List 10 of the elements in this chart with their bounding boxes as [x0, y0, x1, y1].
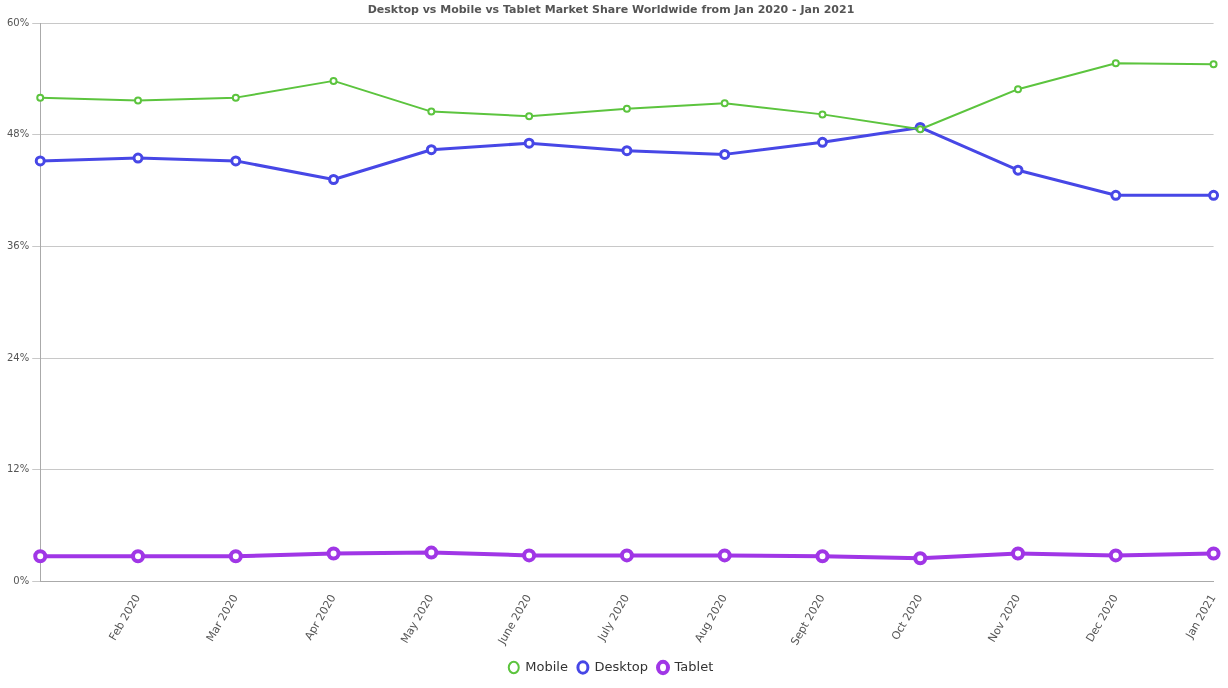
- chart-subtitle: Desktop vs Mobile vs Tablet Market Share Worldwide from Jan 2020 - Jan 2021: [367, 3, 855, 17]
- legend-label: Desktop: [594, 658, 649, 674]
- y-tick-label: 24%: [6, 351, 30, 363]
- y-tick-label: 60%: [6, 16, 30, 28]
- y-tick-label: 0%: [13, 575, 30, 587]
- legend-label: Tablet: [673, 658, 714, 674]
- y-tick-label: 12%: [6, 463, 30, 475]
- legend-label: Mobile: [525, 658, 568, 674]
- y-tick-label: 36%: [6, 240, 30, 252]
- y-tick-label: 48%: [6, 128, 30, 140]
